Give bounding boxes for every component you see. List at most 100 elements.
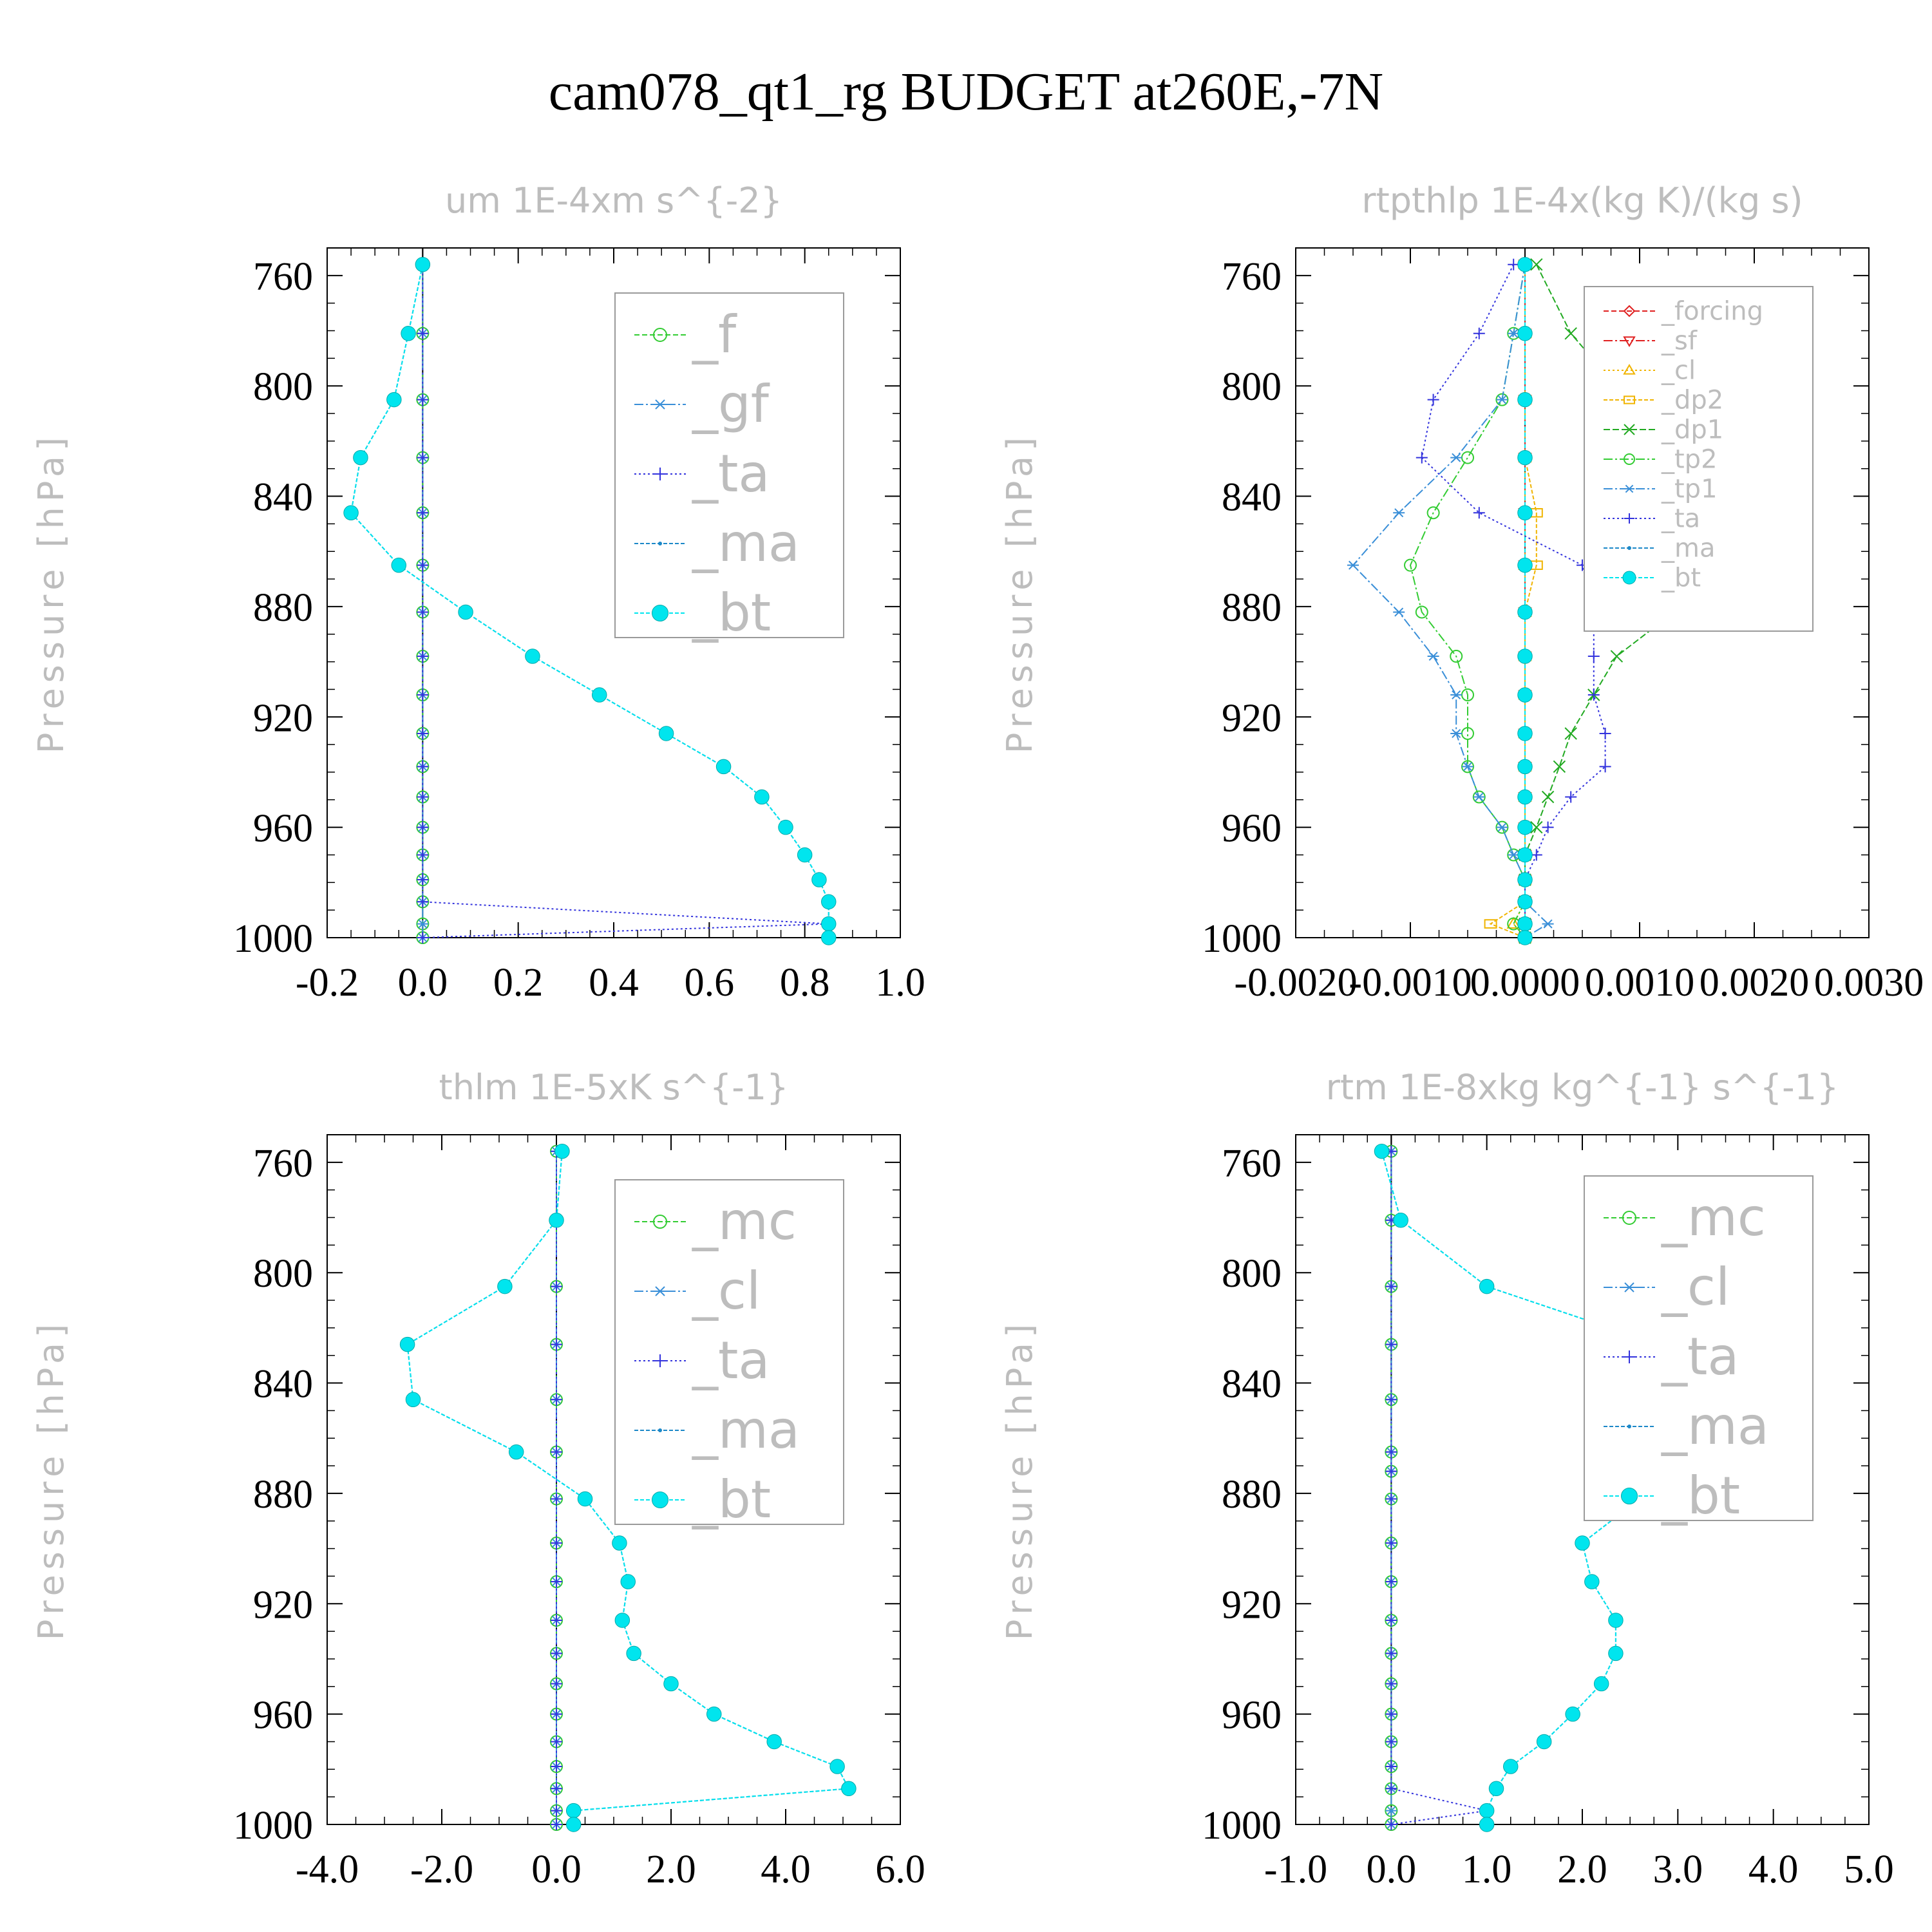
y-axis-label: Pressure [hPa] (999, 1319, 1040, 1640)
y-tick-label: 840 (253, 1363, 313, 1406)
series_ta (551, 1145, 562, 1830)
data-point (821, 930, 837, 945)
legend-marker (1623, 305, 1636, 317)
data-point (1517, 557, 1533, 573)
data-point (1508, 258, 1520, 270)
data-point (353, 450, 368, 466)
legend-item: _cl (634, 1261, 761, 1321)
data-point (1542, 919, 1554, 929)
data-point (551, 1394, 562, 1406)
data-point (417, 650, 429, 663)
data-point (1517, 726, 1533, 741)
data-point (551, 1647, 562, 1660)
x-tick-label: 0.0 (531, 1848, 582, 1891)
data-point (1587, 650, 1600, 663)
data-point (565, 1817, 582, 1832)
series-line (1390, 1151, 1487, 1825)
data-point (1506, 916, 1520, 929)
data-point (1565, 1706, 1580, 1722)
data-point (1426, 506, 1440, 520)
data-point (386, 392, 402, 408)
data-point (614, 1613, 630, 1628)
data-point (1517, 916, 1533, 932)
data-point (565, 1803, 582, 1819)
x-tick-label: 0.0020 (1700, 961, 1810, 1005)
series-line (1513, 264, 1526, 938)
y-axis-label: Pressure [hPa] (31, 1319, 71, 1640)
legend-item: _ma (634, 1400, 800, 1460)
series-line (1489, 264, 1537, 938)
legend-label: _mc (1661, 1188, 1766, 1247)
y-tick-label: 1000 (233, 1804, 313, 1848)
y-tick-label: 800 (1222, 365, 1282, 409)
legend-marker (658, 542, 662, 545)
legend-label: _bt (692, 1470, 771, 1530)
legend-item: _ta (634, 1331, 770, 1390)
legend-box (614, 1179, 844, 1525)
y-tick-label: 920 (253, 696, 313, 740)
legend-label: _ma (1661, 534, 1715, 564)
x-tick-label: 0.0010 (1585, 961, 1695, 1005)
legend-marker (1627, 546, 1631, 550)
data-point (1385, 1465, 1397, 1477)
data-point (577, 1491, 593, 1507)
data-point (829, 1759, 845, 1774)
legend-box (614, 292, 844, 638)
legend-label: _ta (1661, 1327, 1739, 1387)
data-point (1479, 1278, 1495, 1294)
legend-label: _cl (1661, 356, 1696, 386)
data-point (1385, 1736, 1397, 1748)
legend-label: _forcing (1661, 297, 1763, 327)
legend-item: _ta (634, 444, 770, 504)
legend-label: _tp2 (1661, 445, 1718, 475)
data-point (551, 1783, 562, 1795)
data-point (417, 896, 429, 908)
data-point (592, 687, 607, 703)
data-point (1385, 1446, 1397, 1458)
data-point (1461, 451, 1474, 464)
data-point (1517, 505, 1533, 521)
data-point (1393, 607, 1405, 617)
data-point (417, 727, 429, 739)
data-point (405, 1392, 421, 1408)
data-point (1610, 650, 1624, 663)
data-point (1599, 761, 1611, 773)
series-line (1409, 264, 1526, 938)
data-point (821, 894, 837, 910)
data-point (1530, 849, 1542, 861)
legend-label: _tp1 (1661, 475, 1718, 504)
y-tick-label: 840 (1222, 476, 1282, 520)
legend-item: _ma (1604, 534, 1715, 564)
data-point (663, 1676, 679, 1692)
data-point (1503, 1759, 1519, 1774)
legend-marker (653, 328, 667, 342)
panel-title: thlm 1E-5xK s^{-1} (439, 1067, 789, 1108)
data-point (1517, 789, 1533, 805)
data-point (417, 507, 429, 519)
data-point (551, 1446, 562, 1458)
series_dp2 (1484, 260, 1543, 943)
legend: _mc _cl _ta _ma _bt (1584, 1175, 1814, 1526)
chart-panel-1: um 1E-4xm s^{-2} Pressure [hPa] -0.2 0.0 0.2… (31, 180, 925, 1005)
legend-label: _bt (1661, 1466, 1740, 1526)
data-point (1542, 821, 1554, 833)
legend-item: _cl (1604, 1257, 1730, 1317)
legend-item: _cl (1604, 356, 1696, 386)
legend-marker (658, 1428, 662, 1432)
data-point (1385, 1806, 1397, 1815)
legend-item: _mc (634, 1191, 797, 1251)
y-tick-label: 960 (1222, 807, 1282, 851)
data-point (549, 1213, 564, 1228)
y-tick-label: 880 (1222, 586, 1282, 630)
x-tick-label: 2.0 (1557, 1848, 1607, 1891)
data-point (1385, 1708, 1397, 1720)
series_bt (399, 1143, 857, 1832)
legend-label: _ma (692, 513, 800, 573)
data-point (1385, 1493, 1397, 1505)
data-point (1385, 1537, 1397, 1549)
panel-title: rtpthlp 1E-4x(kg K)/(kg s) (1361, 180, 1803, 221)
legend-label: _sf (1661, 327, 1698, 356)
data-point (1587, 689, 1600, 701)
y-tick-label: 760 (253, 255, 313, 299)
